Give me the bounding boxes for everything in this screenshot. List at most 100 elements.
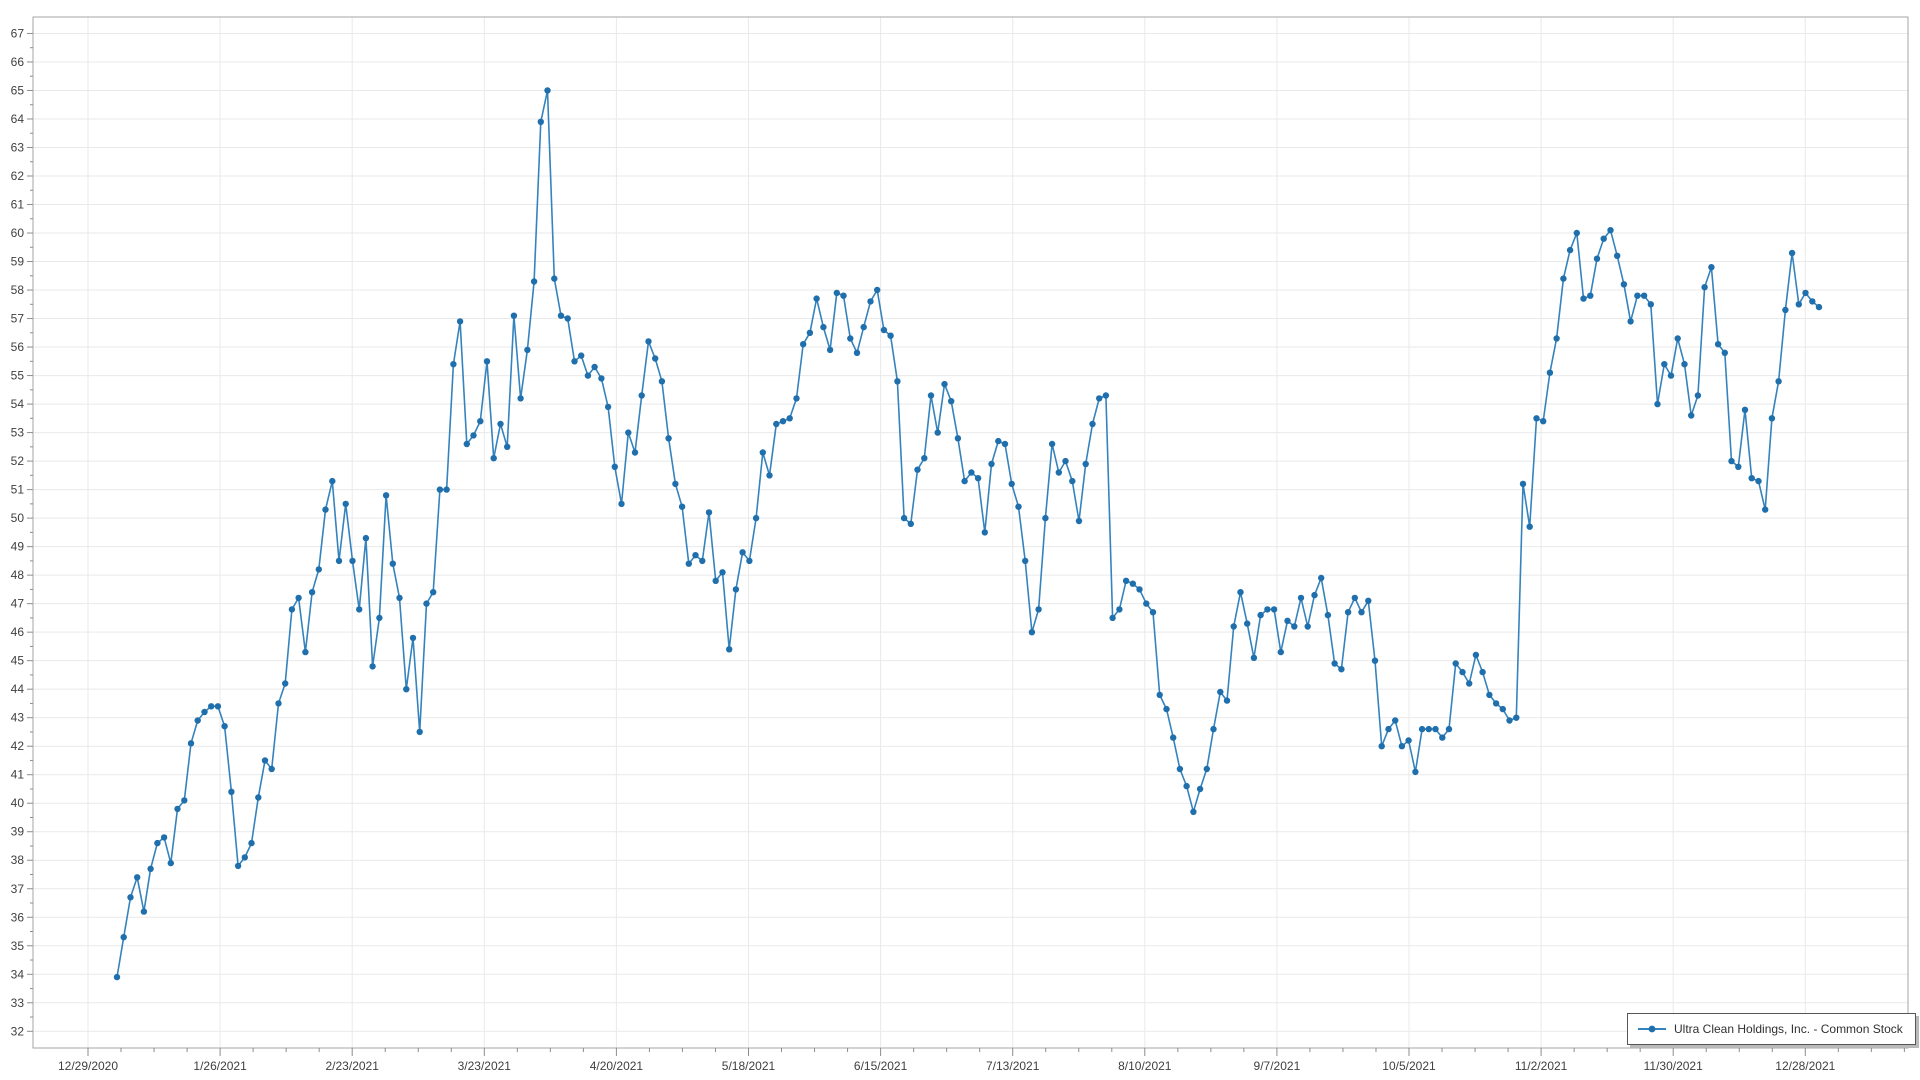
data-point-marker — [625, 429, 632, 436]
data-point-marker — [1264, 606, 1271, 613]
data-point-marker — [1513, 714, 1520, 721]
data-point-marker — [396, 594, 403, 602]
data-point-marker — [181, 797, 188, 804]
data-point-marker — [416, 728, 423, 736]
data-point-marker — [470, 432, 477, 439]
svg-text:51: 51 — [11, 483, 25, 497]
data-point-marker — [1042, 514, 1049, 522]
data-point-marker — [1365, 597, 1372, 604]
svg-text:40: 40 — [11, 796, 25, 810]
data-point-marker — [833, 289, 840, 297]
data-point-marker — [456, 318, 464, 325]
data-point-marker — [1136, 586, 1143, 593]
svg-text:35: 35 — [11, 939, 25, 953]
svg-text:10/5/2021: 10/5/2021 — [1382, 1059, 1436, 1073]
data-point-marker — [1318, 574, 1325, 582]
data-point-marker — [1371, 657, 1379, 664]
data-point-marker — [356, 606, 363, 613]
svg-text:66: 66 — [11, 55, 25, 69]
data-point-marker — [1156, 691, 1163, 699]
plot-area-border — [32, 16, 1909, 1049]
data-point-marker — [221, 723, 228, 730]
data-point-marker — [732, 586, 740, 593]
data-point-marker — [463, 440, 470, 448]
data-point-marker — [214, 703, 222, 710]
data-point-marker — [1788, 249, 1796, 257]
data-point-marker — [880, 326, 888, 334]
data-point-marker — [248, 839, 255, 847]
data-point-marker — [1291, 623, 1298, 630]
data-point-marker — [1021, 557, 1029, 565]
data-point-marker — [1492, 700, 1500, 707]
y-axis-labels: 32 33 34 35 36 37 38 39 40 41 42 43 44 45 46 47 48 49 50 51… — [11, 26, 25, 1038]
data-point-marker — [1667, 372, 1675, 379]
data-point-marker — [255, 794, 262, 801]
data-point-marker — [1620, 281, 1628, 288]
data-point-marker — [1089, 420, 1096, 428]
data-point-marker — [941, 380, 948, 388]
data-point-marker — [1351, 594, 1359, 602]
svg-text:42: 42 — [11, 739, 25, 753]
data-point-marker — [1170, 734, 1177, 741]
data-point-marker — [692, 552, 699, 559]
data-point-marker — [167, 859, 174, 867]
data-point-marker — [1028, 629, 1036, 636]
data-point-marker — [1782, 306, 1789, 314]
data-point-marker — [1580, 295, 1587, 302]
data-point-marker — [826, 346, 834, 354]
data-point-marker — [1048, 440, 1056, 448]
data-point-marker — [537, 118, 544, 126]
svg-text:49: 49 — [11, 540, 25, 554]
data-point-marker — [867, 298, 874, 305]
data-point-marker — [1392, 717, 1399, 724]
data-point-marker — [329, 477, 336, 485]
svg-text:4/20/2021: 4/20/2021 — [590, 1059, 644, 1073]
data-point-marker — [1809, 298, 1816, 305]
data-point-marker — [1546, 369, 1554, 376]
data-point-marker — [1230, 623, 1237, 630]
svg-text:36: 36 — [11, 910, 25, 924]
svg-text:59: 59 — [11, 255, 25, 269]
data-point-marker — [591, 363, 598, 371]
data-point-marker — [1311, 591, 1318, 599]
data-point-marker — [1008, 480, 1015, 488]
data-point-marker — [1755, 477, 1762, 485]
data-point-marker — [1223, 697, 1231, 704]
data-point-marker — [786, 415, 793, 422]
data-point-marker — [409, 634, 417, 642]
data-point-marker — [699, 557, 706, 565]
data-point-marker — [1304, 623, 1311, 630]
svg-text:65: 65 — [11, 83, 25, 97]
data-point-marker — [894, 378, 901, 385]
data-point-marker — [1566, 246, 1574, 254]
data-point-marker — [544, 87, 551, 94]
data-point-marker — [1069, 477, 1076, 485]
data-point-marker — [389, 560, 396, 567]
svg-text:33: 33 — [11, 996, 25, 1010]
data-point-marker — [1627, 318, 1634, 325]
data-point-marker — [1486, 691, 1493, 699]
data-point-marker — [443, 486, 450, 493]
svg-text:48: 48 — [11, 568, 25, 582]
data-point-marker — [194, 717, 201, 724]
data-point-marker — [1735, 463, 1742, 470]
data-point-marker — [1015, 503, 1022, 510]
data-point-marker — [530, 278, 538, 285]
data-point-marker — [1385, 725, 1392, 733]
data-point-marker — [524, 346, 531, 354]
data-point-marker — [672, 480, 679, 488]
data-point-marker — [584, 372, 592, 379]
y-axis-ticks — [27, 32, 33, 1032]
data-point-marker — [806, 329, 814, 336]
data-point-marker — [1674, 335, 1681, 342]
svg-text:43: 43 — [11, 711, 25, 725]
data-point-marker — [551, 275, 558, 282]
data-point-marker — [685, 560, 692, 567]
data-point-marker — [1688, 412, 1695, 419]
data-point-marker — [113, 973, 121, 981]
data-point-marker — [1526, 523, 1533, 530]
data-point-marker — [1001, 440, 1009, 448]
data-point-marker — [995, 437, 1002, 445]
data-point-marker — [376, 614, 383, 622]
